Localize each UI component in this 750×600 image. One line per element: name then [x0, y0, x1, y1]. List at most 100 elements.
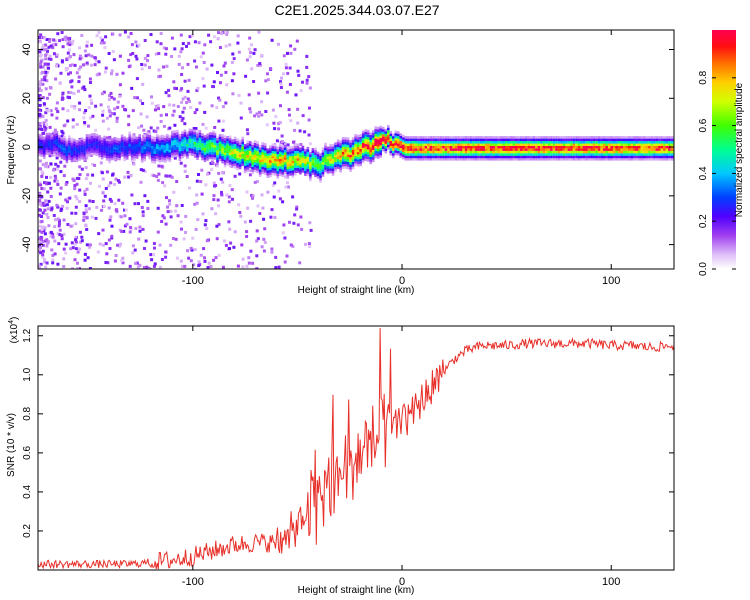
spectrogram-cell — [85, 151, 89, 154]
noise-cell — [66, 109, 70, 113]
spectrogram-cell — [356, 159, 360, 162]
spectrogram-cell — [138, 148, 141, 152]
noise-cell — [137, 202, 140, 206]
spectrogram-cell — [40, 152, 44, 155]
spectrogram-cell — [412, 148, 415, 151]
spectrogram-cell — [133, 158, 136, 161]
spectrogram-cell — [291, 150, 295, 154]
spectrogram-cell — [623, 155, 626, 159]
noise-cell — [43, 164, 47, 168]
noise-cell — [85, 61, 89, 65]
spectrogram-cell — [63, 152, 66, 156]
spectrogram-cell — [381, 143, 385, 147]
noise-cell — [116, 105, 120, 109]
spectrogram-cell — [241, 153, 244, 157]
noise-cell — [83, 121, 87, 124]
noise-cell — [58, 233, 62, 237]
spectrogram-cell — [304, 170, 307, 174]
x-tick-label: 0 — [399, 275, 405, 287]
spectrogram-cell — [203, 142, 207, 145]
spectrogram-cell — [218, 144, 222, 147]
spectrogram-cell — [432, 150, 435, 154]
noise-cell — [169, 243, 173, 247]
spectrogram-cell — [341, 141, 345, 145]
noise-cell — [255, 254, 259, 258]
spectrogram-cell — [113, 144, 116, 148]
spectrogram-cell — [397, 143, 400, 147]
spectrogram-cell — [429, 153, 433, 156]
spectrogram-cell — [43, 141, 46, 145]
noise-cell — [284, 66, 288, 70]
spectrogram-cell — [226, 162, 229, 166]
spectrogram-cell — [537, 155, 541, 159]
spectrogram-cell — [206, 141, 209, 144]
spectrogram-cell — [173, 145, 177, 148]
spectrogram-cell — [650, 143, 654, 146]
spectrogram-cell — [326, 151, 330, 154]
spectrogram-cell — [98, 152, 101, 155]
spectrogram-cell — [409, 145, 413, 149]
spectrogram-cell — [620, 158, 623, 161]
spectrogram-cell — [384, 141, 388, 144]
spectrogram-cell — [216, 138, 219, 141]
noise-cell — [245, 264, 249, 268]
spectrogram-cell — [605, 138, 608, 142]
spectrogram-cell — [168, 144, 172, 148]
noise-cell — [173, 156, 177, 160]
spectrogram-cell — [299, 149, 302, 153]
spectrogram-cell — [108, 138, 111, 142]
noise-cell — [183, 95, 187, 99]
spectrogram-cell — [263, 152, 267, 156]
spectrogram-cell — [90, 150, 94, 153]
noise-cell — [49, 109, 53, 113]
spectrogram-cell — [653, 155, 656, 159]
noise-cell — [38, 202, 42, 206]
spectrogram-cell — [38, 153, 41, 156]
spectrogram-cell — [321, 164, 325, 168]
spectrogram-cell — [329, 146, 332, 149]
spectrogram-cell — [344, 139, 347, 142]
spectrogram-cell — [499, 143, 503, 146]
spectrogram-cell — [602, 153, 606, 156]
spectrogram-cell — [612, 136, 616, 139]
y-tick-label: 1.0 — [22, 367, 33, 381]
spectrogram-cell — [356, 154, 360, 157]
spectrogram-cell — [90, 147, 94, 151]
spectrogram-cell — [95, 153, 99, 156]
spectrogram-cell — [304, 173, 307, 176]
noise-cell — [222, 64, 226, 68]
noise-cell — [217, 119, 221, 123]
spectrogram-cell — [505, 158, 508, 161]
spectrogram-cell — [472, 145, 475, 149]
spectrogram-cell — [452, 150, 455, 154]
spectrogram-cell — [43, 156, 46, 159]
spectrogram-cell — [188, 150, 192, 153]
spectrogram-cell — [183, 132, 187, 135]
noise-cell — [143, 39, 147, 42]
noise-cell — [157, 107, 160, 111]
spectrogram-cell — [163, 142, 167, 146]
spectrogram-cell — [50, 153, 54, 157]
noise-cell — [227, 220, 231, 224]
spectrogram-cell — [387, 125, 390, 128]
spectrogram-cell — [530, 136, 533, 139]
noise-cell — [50, 113, 54, 117]
spectrogram-cell — [316, 161, 320, 164]
noise-cell — [75, 182, 79, 186]
spectrogram-cell — [258, 162, 262, 165]
spectrogram-cell — [607, 153, 611, 156]
noise-cell — [281, 231, 285, 235]
spectrogram-cell — [414, 150, 418, 154]
spectrogram-cell — [143, 134, 146, 137]
noise-cell — [43, 125, 47, 129]
spectrogram-cell — [477, 155, 480, 159]
noise-cell — [65, 206, 69, 210]
noise-cell — [47, 109, 51, 113]
spectrogram-cell — [314, 164, 317, 168]
spectrogram-cell — [552, 136, 556, 139]
spectrogram-cell — [617, 148, 621, 151]
spectrogram-cell — [417, 138, 420, 142]
noise-cell — [225, 83, 229, 87]
noise-cell — [55, 53, 59, 57]
noise-cell — [305, 81, 309, 85]
